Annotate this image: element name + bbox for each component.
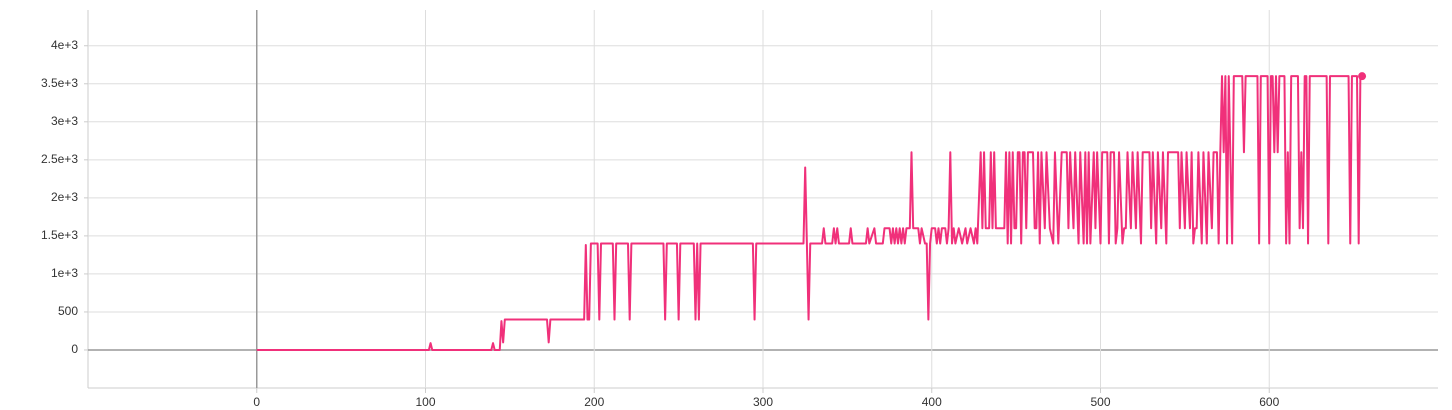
y-tick-label: 0 <box>71 342 78 356</box>
last-point <box>1358 72 1367 81</box>
x-tick-label: 300 <box>753 395 773 409</box>
data-line <box>256 75 1363 351</box>
y-tick-label: 500 <box>58 304 78 318</box>
y-tick-label: 3.5e+3 <box>41 76 78 90</box>
x-tick-label: 100 <box>415 395 435 409</box>
y-tick-label: 2.5e+3 <box>41 152 78 166</box>
x-tick-label: 500 <box>1090 395 1110 409</box>
y-tick-label: 2e+3 <box>51 190 78 204</box>
x-tick-label: 600 <box>1259 395 1279 409</box>
x-tick-label: 400 <box>922 395 942 409</box>
y-tick-label: 1.5e+3 <box>41 228 78 242</box>
y-tick-label: 1e+3 <box>51 266 78 280</box>
x-tick-label: 200 <box>584 395 604 409</box>
x-tick-label: 0 <box>253 395 260 409</box>
y-tick-label: 4e+3 <box>51 38 78 52</box>
y-tick-label: 3e+3 <box>51 114 78 128</box>
